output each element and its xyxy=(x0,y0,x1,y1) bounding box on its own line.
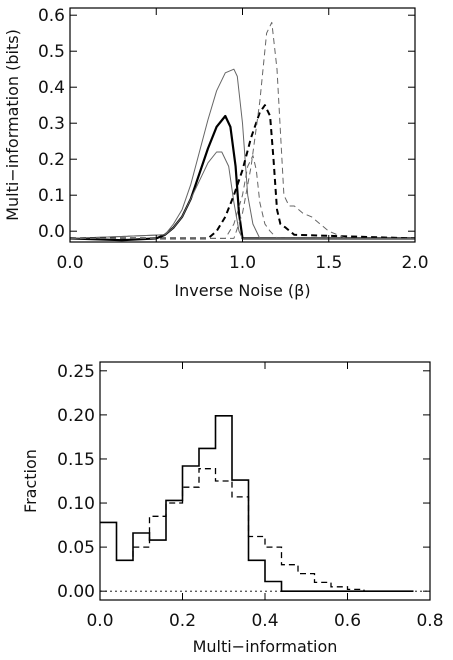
chart2-histogram-series-1 xyxy=(100,414,414,593)
chart2-series-group xyxy=(100,414,430,593)
chart1-y-tick-label: 0.4 xyxy=(38,78,65,98)
chart1-y-tick-label: 0.2 xyxy=(38,150,65,170)
chart1-y-axis-label: Multi−information (bits) xyxy=(3,29,22,221)
chart2-x-tick-label: 0.8 xyxy=(416,611,443,631)
chart1-series-line-2 xyxy=(69,68,415,239)
chart1-series-line-5 xyxy=(70,21,415,239)
chart1-y-tick-label: 0.6 xyxy=(38,6,65,26)
chart2-y-tick-label: 0.05 xyxy=(57,538,95,558)
chart2-y-tick-label: 0.15 xyxy=(57,450,95,470)
chart1-x-tick-label: 0.0 xyxy=(56,253,83,273)
chart1-x-tick-label: 2.0 xyxy=(401,253,428,273)
chart1-y-tick-label: 0.1 xyxy=(38,186,65,206)
chart1-ticks-group: 0.0 0.5 1.0 1.5 2.0 0.0 0.1 0.2 0.3 0.4 0.5 0.6 xyxy=(38,6,429,273)
chart1-x-axis-label: Inverse Noise (β) xyxy=(174,281,310,300)
chart1-x-tick-label: 1.0 xyxy=(229,253,256,273)
chart2-y-tick-label: 0.25 xyxy=(57,362,95,382)
chart2-x-tick-label: 0.6 xyxy=(334,611,361,631)
chart1-y-tick-label: 0.0 xyxy=(38,222,65,242)
chart1-series-line-1 xyxy=(69,114,415,242)
chart2-ticks-group: 0.0 0.2 0.4 0.6 0.8 0.00 0.05 0.10 0.15 0.20 0.25 xyxy=(57,362,443,631)
chart1-y-tick-label: 0.3 xyxy=(38,114,65,134)
chart2-y-tick-label: 0.00 xyxy=(57,582,95,602)
chart2-y-axis-label: Fraction xyxy=(21,449,40,513)
chart1-series-line-3 xyxy=(69,151,415,239)
chart1-series-line-4 xyxy=(70,104,416,240)
chart2-x-axis-label: Multi−information xyxy=(193,637,338,656)
chart1-y-tick-label: 0.5 xyxy=(38,42,65,62)
chart1-x-tick-label: 0.5 xyxy=(143,253,170,273)
chart2-y-tick-label: 0.20 xyxy=(57,406,95,426)
chart2-x-tick-label: 0.2 xyxy=(169,611,196,631)
chart1-series-group xyxy=(69,21,416,242)
chart1-series-line-6 xyxy=(70,155,415,239)
line-chart-multi-information-vs-noise: 0.0 0.5 1.0 1.5 2.0 0.0 0.1 0.2 0.3 0.4 0.5 0.6 Inv… xyxy=(3,6,429,300)
chart1-x-tick-label: 1.5 xyxy=(315,253,342,273)
histogram-multi-information-fraction: 0.0 0.2 0.4 0.6 0.80.000.050.100.150.200.25 … xyxy=(21,361,444,656)
chart2-x-tick-label: 0.0 xyxy=(86,611,113,631)
chart2-histogram-series-2 xyxy=(116,468,414,592)
chart2-x-tick-label: 0.4 xyxy=(251,611,278,631)
chart2-y-tick-label: 0.10 xyxy=(57,494,95,514)
